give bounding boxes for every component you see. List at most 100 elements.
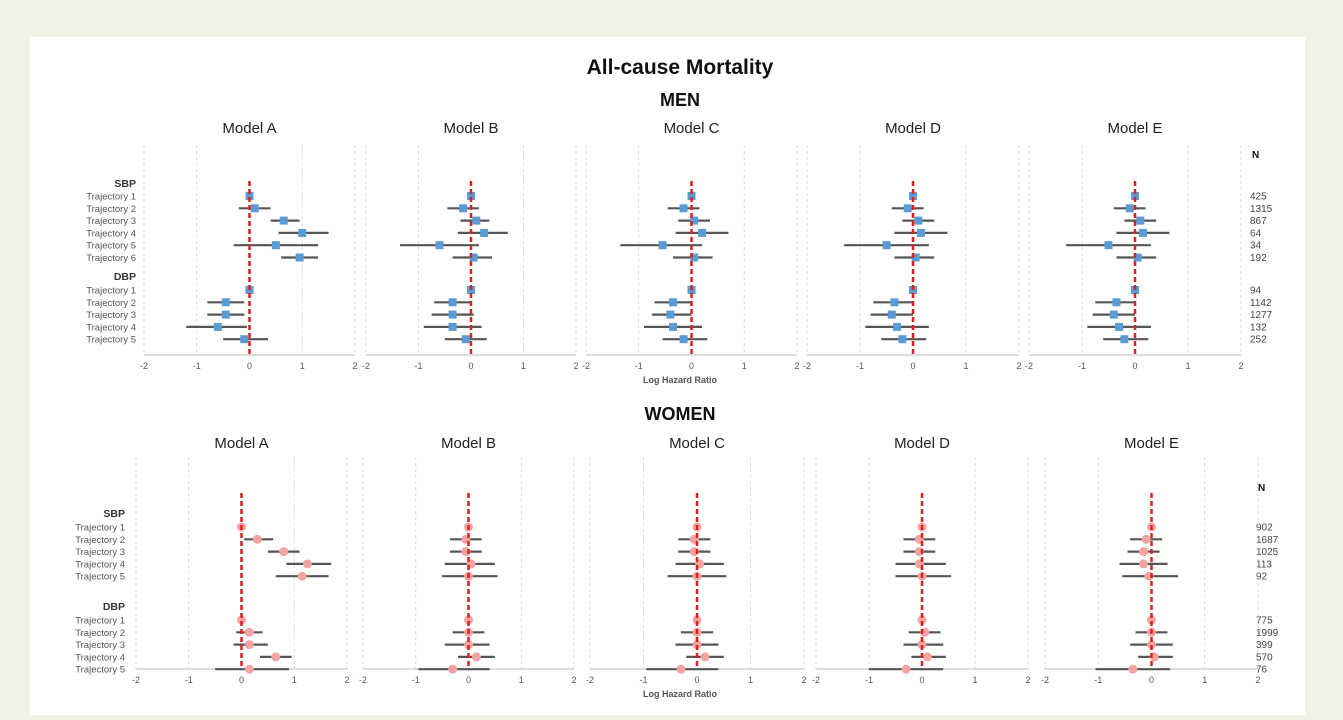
men-row-label: Trajectory 1 [86, 286, 136, 297]
men-n-value: 252 [1250, 335, 1267, 346]
women-point-marker [1128, 664, 1138, 674]
women-row-label: Trajectory 2 [75, 535, 125, 546]
men-point-marker [679, 335, 688, 344]
women-n-value: 1999 [1256, 628, 1279, 639]
women-tick-label: -2 [812, 675, 820, 685]
men-x-axis-label: Log Hazard Ratio [643, 375, 718, 385]
women-point-marker [1139, 559, 1149, 569]
men-point-marker [898, 335, 907, 344]
women-n-value: 570 [1256, 652, 1273, 663]
women-row-label: Trajectory 5 [75, 572, 125, 583]
men-tick-label: -2 [140, 361, 148, 371]
women-point-marker [917, 615, 927, 625]
women-tick-label: 2 [571, 675, 576, 685]
women-point-marker [676, 664, 686, 674]
women-point-marker [302, 559, 312, 569]
men-point-marker [221, 298, 230, 307]
men-n-value: 1142 [1250, 298, 1272, 309]
men-tick-label: -2 [582, 361, 590, 371]
women-tick-label: 1 [519, 675, 524, 685]
women-n-value: 902 [1256, 523, 1273, 534]
men-point-marker [1120, 335, 1129, 344]
women-tick-label: 1 [972, 675, 977, 685]
men-point-marker [690, 216, 699, 225]
men-model-title: Model D [885, 120, 941, 137]
women-tick-label: -1 [639, 675, 647, 685]
women-model-title: Model D [894, 435, 950, 452]
men-point-marker [1138, 228, 1147, 237]
women-point-marker [252, 534, 262, 544]
men-tick-label: -1 [414, 361, 422, 371]
women-point-marker [297, 571, 307, 581]
men-row-label: Trajectory 5 [86, 241, 136, 252]
women-row-label: Trajectory 4 [75, 559, 125, 570]
women-tick-label: 2 [801, 675, 806, 685]
men-point-marker [448, 310, 457, 319]
men-point-marker [469, 253, 478, 262]
women-tick-label: 0 [694, 675, 699, 685]
men-point-marker [669, 298, 678, 307]
forest-plot-figure: All-cause Mortality MEN N SBP Trajectory 1 42… [75, 56, 1279, 699]
men-point-marker [459, 204, 468, 213]
women-point-marker [237, 615, 246, 625]
women-n-value: 775 [1256, 616, 1273, 627]
men-point-marker [690, 253, 699, 262]
men-row-label: Trajectory 4 [86, 322, 136, 333]
men-tick-label: -2 [362, 361, 370, 371]
women-group-dbp: DBP [103, 601, 125, 613]
women-point-marker [244, 664, 254, 674]
men-point-marker [698, 228, 707, 237]
men-section-title: MEN [660, 90, 700, 110]
men-tick-label: 0 [689, 361, 694, 371]
women-tick-label: 2 [1025, 675, 1030, 685]
men-point-marker [1125, 204, 1134, 213]
men-model-title: Model E [1107, 120, 1162, 137]
women-point-marker [692, 615, 702, 625]
men-point-marker [472, 216, 481, 225]
men-tick-label: -2 [803, 361, 811, 371]
men-point-marker [666, 310, 675, 319]
women-n-value: 1687 [1256, 535, 1279, 546]
women-point-marker [244, 640, 254, 650]
women-row-label: Trajectory 5 [75, 665, 125, 676]
women-model-title: Model A [214, 435, 268, 452]
men-group-sbp: SBP [114, 178, 136, 190]
men-point-marker [658, 241, 667, 250]
women-tick-label: 1 [292, 675, 297, 685]
men-tick-label: 0 [910, 361, 915, 371]
men-tick-label: -2 [1025, 361, 1033, 371]
men-n-value: 64 [1250, 228, 1262, 239]
men-tick-label: -1 [1078, 361, 1086, 371]
men-point-marker [669, 322, 678, 331]
women-point-marker [279, 547, 289, 557]
men-tick-label: -1 [193, 361, 201, 371]
women-n-value: 76 [1256, 665, 1268, 676]
men-point-marker [887, 310, 896, 319]
women-n-value: 92 [1256, 572, 1268, 583]
women-point-marker [692, 640, 702, 650]
men-tick-label: -1 [856, 361, 864, 371]
women-section-title: WOMEN [645, 404, 716, 424]
men-point-marker [679, 204, 688, 213]
men-tick-label: 0 [468, 361, 473, 371]
men-model-title: Model B [443, 120, 498, 137]
men-point-marker [1104, 241, 1113, 250]
men-n-value: 1315 [1250, 204, 1273, 215]
men-point-marker [435, 241, 444, 250]
women-row-label: Trajectory 3 [75, 547, 125, 558]
women-point-marker [448, 664, 458, 674]
women-n-header: N [1258, 483, 1265, 494]
men-tick-label: 1 [521, 361, 526, 371]
men-tick-label: 2 [1016, 361, 1021, 371]
women-tick-label: -1 [1094, 675, 1102, 685]
women-model-title: Model B [441, 435, 496, 452]
women-point-marker [244, 627, 254, 637]
women-point-marker [917, 640, 927, 650]
men-model-title: Model C [664, 120, 720, 137]
men-point-marker [1115, 322, 1124, 331]
men-row-label: Trajectory 4 [86, 228, 136, 239]
men-point-marker [1109, 310, 1118, 319]
women-x-axis-label: Log Hazard Ratio [643, 689, 718, 699]
figure-title: All-cause Mortality [587, 56, 774, 79]
men-point-marker [687, 192, 696, 200]
